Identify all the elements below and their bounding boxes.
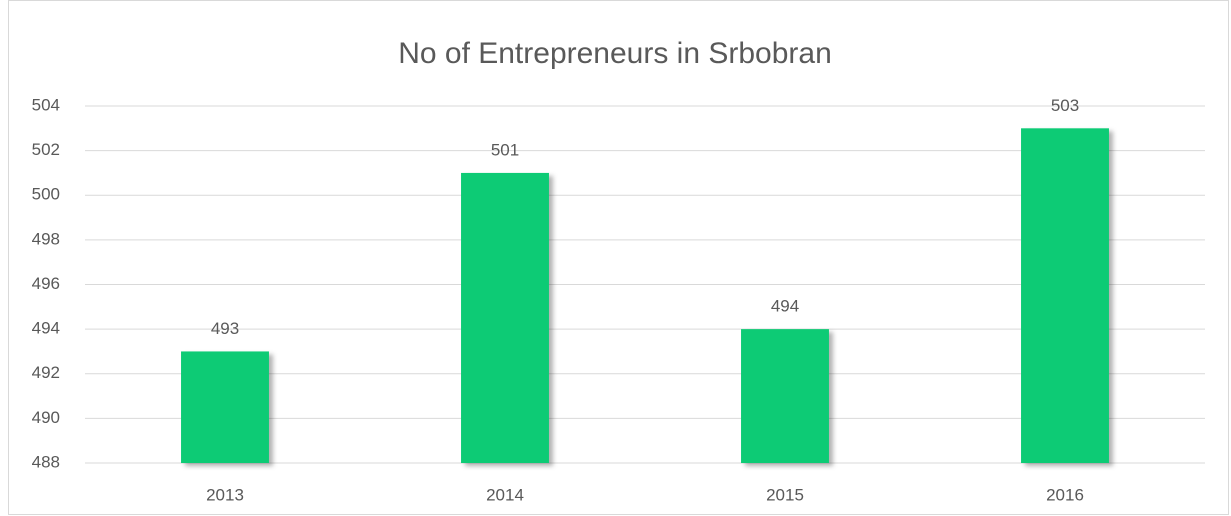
bar [181, 351, 269, 463]
y-tick-label: 498 [32, 229, 60, 248]
y-tick-label: 490 [32, 408, 60, 427]
y-tick-label: 494 [32, 319, 60, 338]
y-tick-label: 488 [32, 452, 60, 471]
y-tick-label: 492 [32, 363, 60, 382]
y-tick-label: 504 [32, 95, 60, 114]
y-tick-label: 500 [32, 185, 60, 204]
x-tick-label: 2015 [766, 485, 804, 504]
x-tick-label: 2013 [206, 485, 244, 504]
bar [1021, 128, 1109, 463]
y-tick-label: 496 [32, 274, 60, 293]
chart-title: No of Entrepreneurs in Srbobran [398, 37, 832, 70]
bar [461, 172, 549, 463]
data-label: 494 [771, 297, 799, 316]
x-tick-label: 2014 [486, 485, 524, 504]
x-tick-label: 2016 [1046, 485, 1084, 504]
data-label: 503 [1051, 96, 1079, 115]
y-tick-label: 502 [32, 140, 60, 159]
data-label: 493 [211, 319, 239, 338]
bar [741, 329, 829, 463]
data-label: 501 [491, 140, 519, 159]
